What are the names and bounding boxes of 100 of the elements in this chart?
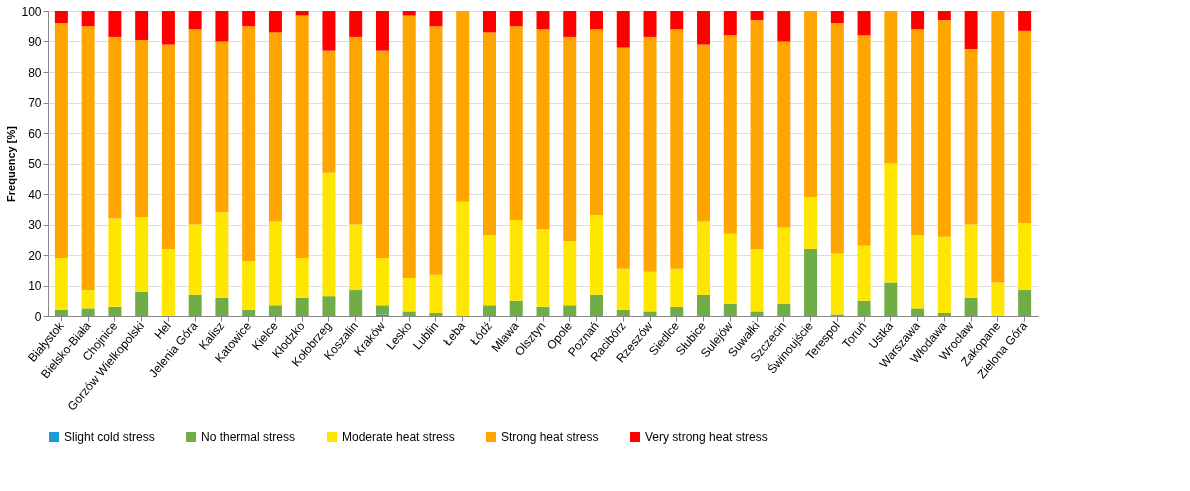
bar <box>509 219 523 301</box>
bar <box>349 290 363 316</box>
bar <box>215 41 229 213</box>
bar <box>482 11 496 33</box>
bar <box>54 309 68 316</box>
bar <box>509 26 523 220</box>
bar <box>697 11 711 45</box>
bar <box>375 50 389 259</box>
bar <box>81 290 95 309</box>
bar <box>1018 11 1032 31</box>
bar <box>697 294 711 316</box>
bar <box>804 197 818 249</box>
bar <box>54 258 68 310</box>
bar <box>349 36 363 225</box>
bar <box>643 271 657 312</box>
bar <box>884 163 898 283</box>
bar <box>643 11 657 37</box>
bar <box>295 258 309 298</box>
bar <box>884 282 898 316</box>
bar <box>536 229 550 307</box>
bar <box>242 26 256 262</box>
bar <box>563 11 577 37</box>
bar <box>830 23 844 254</box>
bar <box>937 236 951 313</box>
y-tick-label: 70 <box>28 96 42 110</box>
y-tick-label: 90 <box>28 35 42 49</box>
bar <box>188 29 202 225</box>
legend-label: Strong heat stress <box>501 430 599 444</box>
bar <box>697 44 711 222</box>
bar <box>108 11 122 37</box>
bar <box>188 224 202 295</box>
y-tick-label: 40 <box>28 187 42 202</box>
bar <box>590 294 604 316</box>
bar <box>81 11 95 27</box>
bar <box>750 248 764 312</box>
bar <box>723 35 737 234</box>
bar <box>215 11 229 42</box>
bar <box>295 15 309 259</box>
bar <box>375 258 389 306</box>
legend-label: Very strong heat stress <box>645 430 768 444</box>
bar <box>884 11 898 164</box>
bar <box>911 11 925 30</box>
bar <box>268 32 282 222</box>
bar <box>750 20 764 249</box>
bar <box>375 305 389 315</box>
bar <box>937 312 951 316</box>
bar <box>616 47 630 269</box>
x-tick-label: Hel <box>151 319 174 342</box>
bar <box>830 253 844 315</box>
bar <box>991 282 1005 316</box>
bar <box>723 11 737 36</box>
bar <box>857 300 871 316</box>
bar <box>402 11 416 16</box>
bar <box>322 11 336 51</box>
bar <box>670 306 684 316</box>
bar <box>402 15 416 278</box>
bar <box>482 32 496 236</box>
bar <box>857 11 871 36</box>
bar <box>429 312 443 316</box>
y-tick-label: 20 <box>28 248 42 263</box>
bar <box>1018 290 1032 316</box>
y-tick-label: 0 <box>34 309 42 324</box>
legend-label: No thermal stress <box>201 430 296 444</box>
bar <box>643 36 657 272</box>
bar <box>456 201 470 316</box>
bar <box>911 308 925 316</box>
bar <box>804 248 818 316</box>
y-tick-label: 60 <box>28 126 42 141</box>
bar <box>590 11 604 30</box>
bar <box>616 268 630 310</box>
bar <box>322 296 336 316</box>
y-tick-label: 30 <box>28 218 42 232</box>
bar <box>429 274 443 313</box>
y-tick-label: 100 <box>21 4 42 19</box>
bar <box>750 311 764 316</box>
bar <box>482 305 496 316</box>
bar <box>964 11 978 50</box>
bar <box>697 221 711 295</box>
bar <box>830 11 844 24</box>
bar <box>536 29 550 230</box>
bar <box>54 23 68 259</box>
bar <box>429 26 443 275</box>
bar <box>81 308 95 316</box>
bar <box>135 39 149 217</box>
bar <box>536 11 550 30</box>
bar <box>563 36 577 242</box>
y-axis-title: Frequency [%] <box>5 125 18 202</box>
bar <box>349 224 363 291</box>
bar <box>509 11 523 27</box>
bar <box>857 35 871 246</box>
bar <box>590 215 604 295</box>
bar <box>937 11 951 21</box>
bar <box>215 297 229 316</box>
bar <box>161 11 175 45</box>
bar <box>991 11 1005 283</box>
bar <box>1018 30 1032 223</box>
bar <box>1018 222 1032 291</box>
bar <box>108 306 122 316</box>
bar <box>161 44 175 249</box>
bar <box>509 300 523 316</box>
